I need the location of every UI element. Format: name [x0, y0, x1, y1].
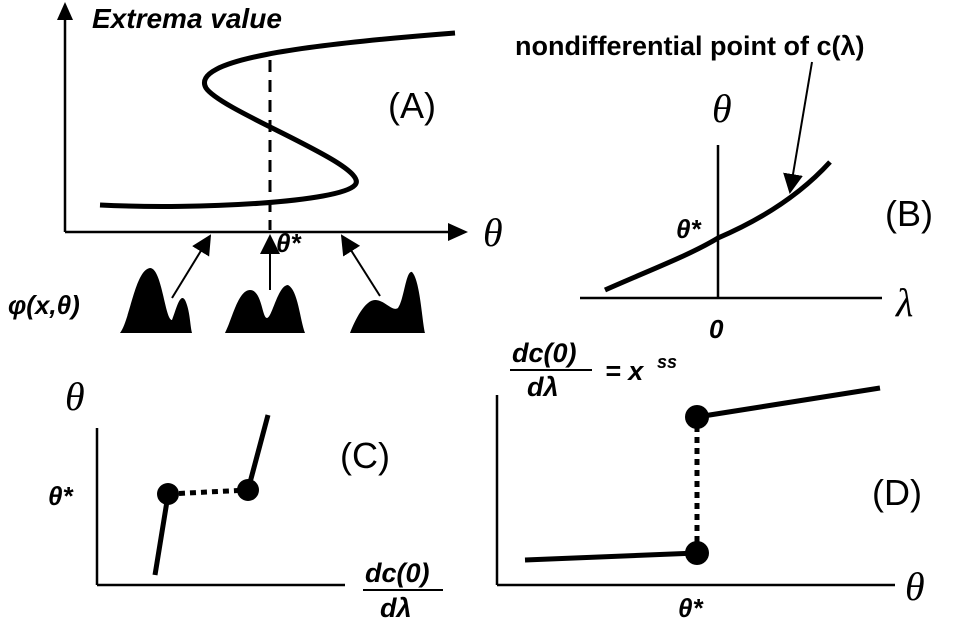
- segment: [696, 385, 881, 420]
- panel-label: (D): [872, 472, 922, 513]
- panel-a: Extrema value (A) θ θ* φ(x,θ): [8, 2, 503, 333]
- arrow: [171, 234, 212, 299]
- axis-label: dλ: [380, 593, 412, 623]
- arrow: [783, 61, 813, 194]
- panel-b: nondifferential point of c(λ) θ θ* (B) λ…: [515, 31, 933, 344]
- axis-label: Extrema value: [92, 3, 282, 34]
- superscript: ss: [657, 352, 677, 372]
- panel-label: (A): [388, 85, 436, 126]
- segment: [152, 494, 171, 576]
- panel-label: (C): [340, 435, 390, 476]
- origin-label: 0: [709, 314, 724, 344]
- arrow: [340, 234, 381, 297]
- axis-label: λ: [895, 280, 913, 325]
- axis-label: θ: [483, 210, 503, 255]
- arrowhead: [448, 223, 468, 241]
- s-curve: [99, 30, 456, 209]
- point: [237, 479, 259, 501]
- axis-label: θ: [65, 374, 85, 419]
- marker-label: θ*: [678, 593, 704, 623]
- distribution: [225, 285, 305, 333]
- axis-label: dλ: [527, 372, 559, 402]
- panel-label: (B): [885, 193, 933, 234]
- axis-label: θ: [905, 564, 925, 609]
- point: [685, 405, 709, 429]
- marker-label: θ*: [48, 481, 74, 511]
- segment: [245, 414, 271, 491]
- segment: [524, 550, 698, 563]
- axis-label: dc(0): [512, 338, 577, 368]
- arrowhead: [57, 2, 73, 20]
- axis-label: dc(0): [365, 558, 430, 588]
- marker-label: θ*: [676, 214, 702, 244]
- panel-c: θ θ* (C) dc(0) dλ: [48, 374, 443, 623]
- annotation: nondifferential point of c(λ): [515, 31, 864, 61]
- point: [157, 483, 179, 505]
- panel-d: dc(0) dλ = x ss (D) θ θ*: [495, 338, 925, 623]
- distribution: [350, 271, 425, 333]
- distribution: [120, 268, 192, 333]
- marker-label: θ*: [276, 228, 302, 258]
- jump: [167, 487, 249, 497]
- function-label: φ(x,θ): [8, 290, 80, 320]
- axis-label: = x: [605, 356, 644, 386]
- axis-label: θ: [712, 86, 732, 131]
- point: [685, 541, 709, 565]
